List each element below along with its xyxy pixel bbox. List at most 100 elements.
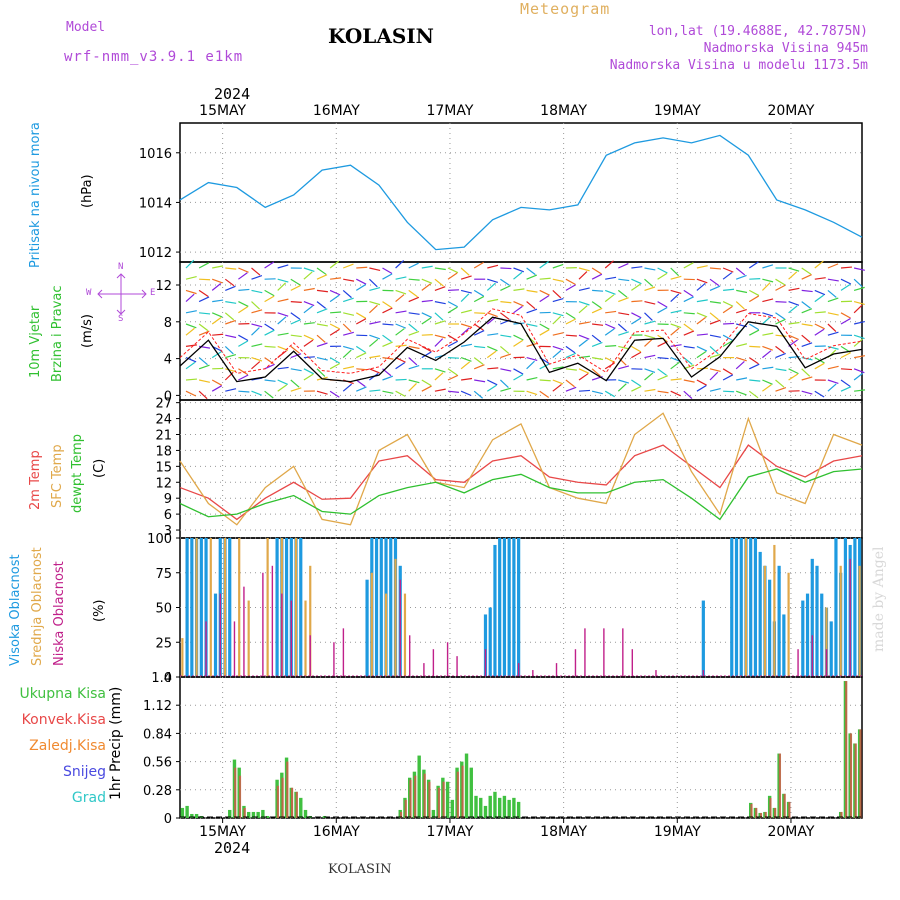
- precip-bar: [194, 813, 199, 818]
- cloud-bar: [243, 586, 245, 677]
- wind-arrow: [199, 278, 211, 281]
- wind-arrow: [604, 260, 614, 269]
- wind-arrow: [303, 368, 314, 375]
- wind-arrow: [251, 361, 261, 370]
- wind-arrow: [238, 368, 249, 376]
- wind-arrow: [395, 260, 405, 269]
- cloud-bar: [228, 538, 232, 677]
- y-tick-label: 75: [155, 567, 172, 582]
- cloud-bar: [512, 538, 516, 677]
- wind-arrow: [473, 261, 484, 269]
- wind-arrow: [238, 267, 249, 273]
- wind-arrow: [617, 383, 627, 392]
- wind-arrow: [604, 294, 615, 303]
- wind-arrow: [788, 334, 799, 341]
- wind-arrow: [827, 379, 839, 384]
- y-tick-label: 1.4: [151, 671, 172, 686]
- cloud-bar: [555, 663, 558, 677]
- wind-arrow: [683, 379, 695, 383]
- wind-arrow: [526, 360, 535, 370]
- wind-arrow: [775, 334, 787, 337]
- precip-bar: [281, 777, 284, 818]
- wind-arrow: [355, 379, 366, 387]
- wind-arrow: [421, 299, 433, 303]
- wind-arrow: [434, 368, 446, 373]
- precip-bar: [228, 809, 232, 818]
- cloud-bar: [702, 670, 705, 677]
- wind-arrow: [801, 323, 813, 327]
- wind-arrow: [853, 368, 865, 374]
- wind-arrow: [316, 289, 328, 293]
- wind-arrow: [775, 368, 787, 372]
- precip-bar: [759, 812, 763, 818]
- wind-arrow: [722, 374, 734, 381]
- wind-arrow: [827, 278, 839, 282]
- wind-arrow: [487, 298, 499, 303]
- day-label-bottom: 15MAY: [199, 824, 246, 840]
- wind-arrow: [434, 267, 446, 271]
- precip-bar: [246, 811, 251, 818]
- wind-arrow: [578, 305, 588, 314]
- cloud-bar: [734, 538, 739, 677]
- wind-arrow: [303, 356, 315, 359]
- cloud-bar: [484, 649, 487, 677]
- wind-arrow: [487, 367, 499, 370]
- cloud-bar: [622, 628, 624, 677]
- wind-arrow: [316, 308, 328, 314]
- cloud-bar: [834, 538, 838, 677]
- cloud-bar: [839, 565, 842, 677]
- wind-arrow: [552, 312, 564, 317]
- wind-arrow: [722, 340, 733, 347]
- wind-arrow: [683, 312, 695, 315]
- cloud-bar: [432, 649, 435, 677]
- wind-arrow: [369, 321, 381, 325]
- wind-arrow: [408, 379, 420, 384]
- wind-arrow: [578, 301, 590, 306]
- y-tick-label: 25: [155, 636, 172, 651]
- wind-arrow: [264, 379, 276, 382]
- wind-arrow: [460, 361, 471, 370]
- wind-arrow: [762, 384, 772, 392]
- wind-arrow: [395, 357, 406, 363]
- wind-arrow: [592, 323, 604, 326]
- wind-arrow: [578, 334, 590, 340]
- wind-arrow: [696, 379, 707, 386]
- y-tick-label: 12: [155, 476, 172, 491]
- wind-arrow: [644, 354, 656, 359]
- wind-arrow: [290, 345, 300, 354]
- wind-arrow: [853, 267, 865, 271]
- wind-arrow: [565, 386, 577, 392]
- cloud-bar: [532, 670, 534, 677]
- wind-arrow: [434, 338, 444, 347]
- wind-arrow: [526, 376, 538, 381]
- wind-arrow: [618, 379, 630, 384]
- cloud-bar: [782, 614, 786, 677]
- precip-legend-item: Konvek.Kisa: [21, 712, 106, 728]
- wind-arrow: [212, 299, 224, 303]
- precip-bar: [497, 797, 502, 818]
- wind-arrow: [565, 318, 576, 325]
- wind-arrow: [447, 390, 460, 393]
- wind-arrow: [840, 317, 851, 325]
- wind-arrow: [277, 278, 289, 283]
- wind-arrow: [748, 261, 759, 269]
- wind-arrow: [618, 262, 629, 269]
- wind-arrow: [277, 282, 287, 291]
- cloud-bar: [195, 538, 198, 677]
- wind-arrow: [644, 334, 656, 339]
- wind-arrow: [185, 361, 196, 370]
- wind-arrow: [722, 301, 734, 307]
- day-label-bottom: 18MAY: [540, 824, 587, 840]
- wind-arrow: [526, 301, 536, 310]
- wind-arrow: [329, 260, 340, 269]
- precip-bar: [450, 799, 455, 818]
- wind-arrow: [736, 343, 748, 347]
- wind-arrow: [185, 327, 195, 336]
- wind-arrow: [840, 266, 853, 269]
- cloud-bar: [213, 593, 218, 677]
- wind-arrow: [631, 266, 643, 269]
- y-tick-label: 27: [155, 397, 172, 412]
- wind-arrow: [578, 355, 590, 359]
- precip-bar: [190, 813, 194, 818]
- wind-arrow: [801, 274, 812, 280]
